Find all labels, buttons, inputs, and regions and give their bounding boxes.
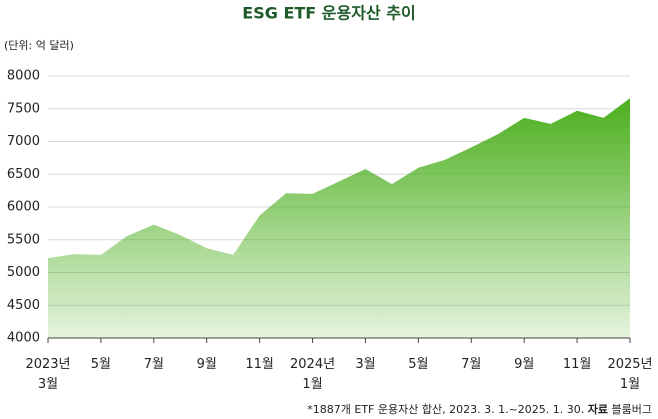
y-tick-label: 8000 [7, 69, 40, 84]
chart-title: ESG ETF 운용자산 추이 [242, 4, 415, 23]
footnote: *1887개 ETF 운용자산 합산, 2023. 3. 1.~2025. 1.… [307, 402, 652, 416]
x-tick-label: 11월 [245, 357, 274, 372]
x-tick-label: 5월 [408, 357, 428, 372]
area [48, 98, 630, 339]
x-tick-label: 7월 [461, 357, 481, 372]
x-tick-label: 9월 [197, 357, 217, 372]
x-tick-label: 7월 [144, 357, 164, 372]
y-tick-label: 4500 [7, 298, 40, 313]
y-tick-label: 6000 [7, 200, 40, 215]
source-label: 자료 [588, 402, 608, 416]
source: 블룸버그 [612, 403, 652, 416]
y-tick-label: 6500 [7, 167, 40, 182]
y-tick-label: 7500 [7, 101, 40, 116]
y-tick-label: 7000 [7, 134, 40, 149]
x-tick-label: 11월 [563, 357, 592, 372]
x-tick-label: 2023년 3월 [25, 357, 70, 392]
x-tick-label: 3월 [355, 357, 375, 372]
y-tick-label: 5500 [7, 232, 40, 247]
y-tick-label: 4000 [7, 331, 40, 346]
y-tick-label: 5000 [7, 265, 40, 280]
footnote-text: *1887개 ETF 운용자산 합산, 2023. 3. 1.~2025. 1.… [307, 403, 584, 416]
x-tick-label: 2024년 1월 [290, 357, 335, 392]
x-tick-label: 2025년 1월 [607, 357, 652, 392]
unit-label: (단위: 억 달러) [4, 39, 74, 52]
x-tick-label: 9월 [514, 357, 534, 372]
x-tick-label: 5월 [91, 357, 111, 372]
